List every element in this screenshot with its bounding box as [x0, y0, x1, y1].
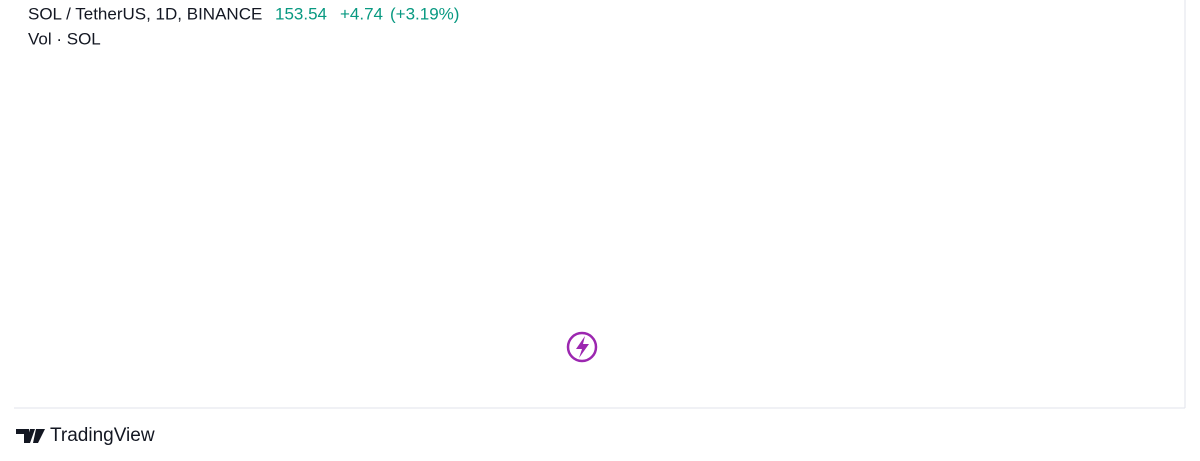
header: SOL / TetherUS, 1D, BINANCE 153.54 +4.74… [28, 4, 459, 48]
price-change-pct: (+3.19%) [390, 4, 459, 23]
chart-title: SOL / TetherUS, 1D, BINANCE [28, 4, 262, 23]
logo-mark [16, 429, 45, 443]
price-change: +4.74 [340, 4, 383, 23]
lightning-icon[interactable] [576, 336, 589, 358]
volume-title: Vol · SOL [28, 29, 101, 48]
brand: TradingView [50, 425, 155, 446]
lightning-button[interactable] [566, 331, 598, 363]
footer-logo: TradingView [16, 425, 155, 446]
last-price: 153.54 [275, 4, 327, 23]
